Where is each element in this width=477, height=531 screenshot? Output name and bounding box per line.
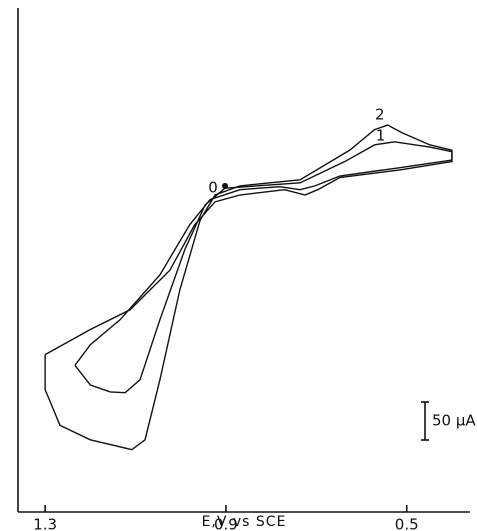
x-tick-label: 1.3 (33, 516, 57, 531)
x-axis-label: E,V vs SCE (202, 514, 287, 530)
x-tick-label: 0.9 (214, 516, 238, 531)
voltammogram (44, 124, 453, 451)
curve-label: 0 (208, 178, 218, 196)
voltammogram (74, 141, 453, 394)
curve-label: 1 (376, 126, 386, 144)
x-tick-label: 0.5 (395, 516, 419, 531)
scale-label: 50 μA (432, 412, 476, 430)
curve-label: 2 (375, 106, 385, 124)
